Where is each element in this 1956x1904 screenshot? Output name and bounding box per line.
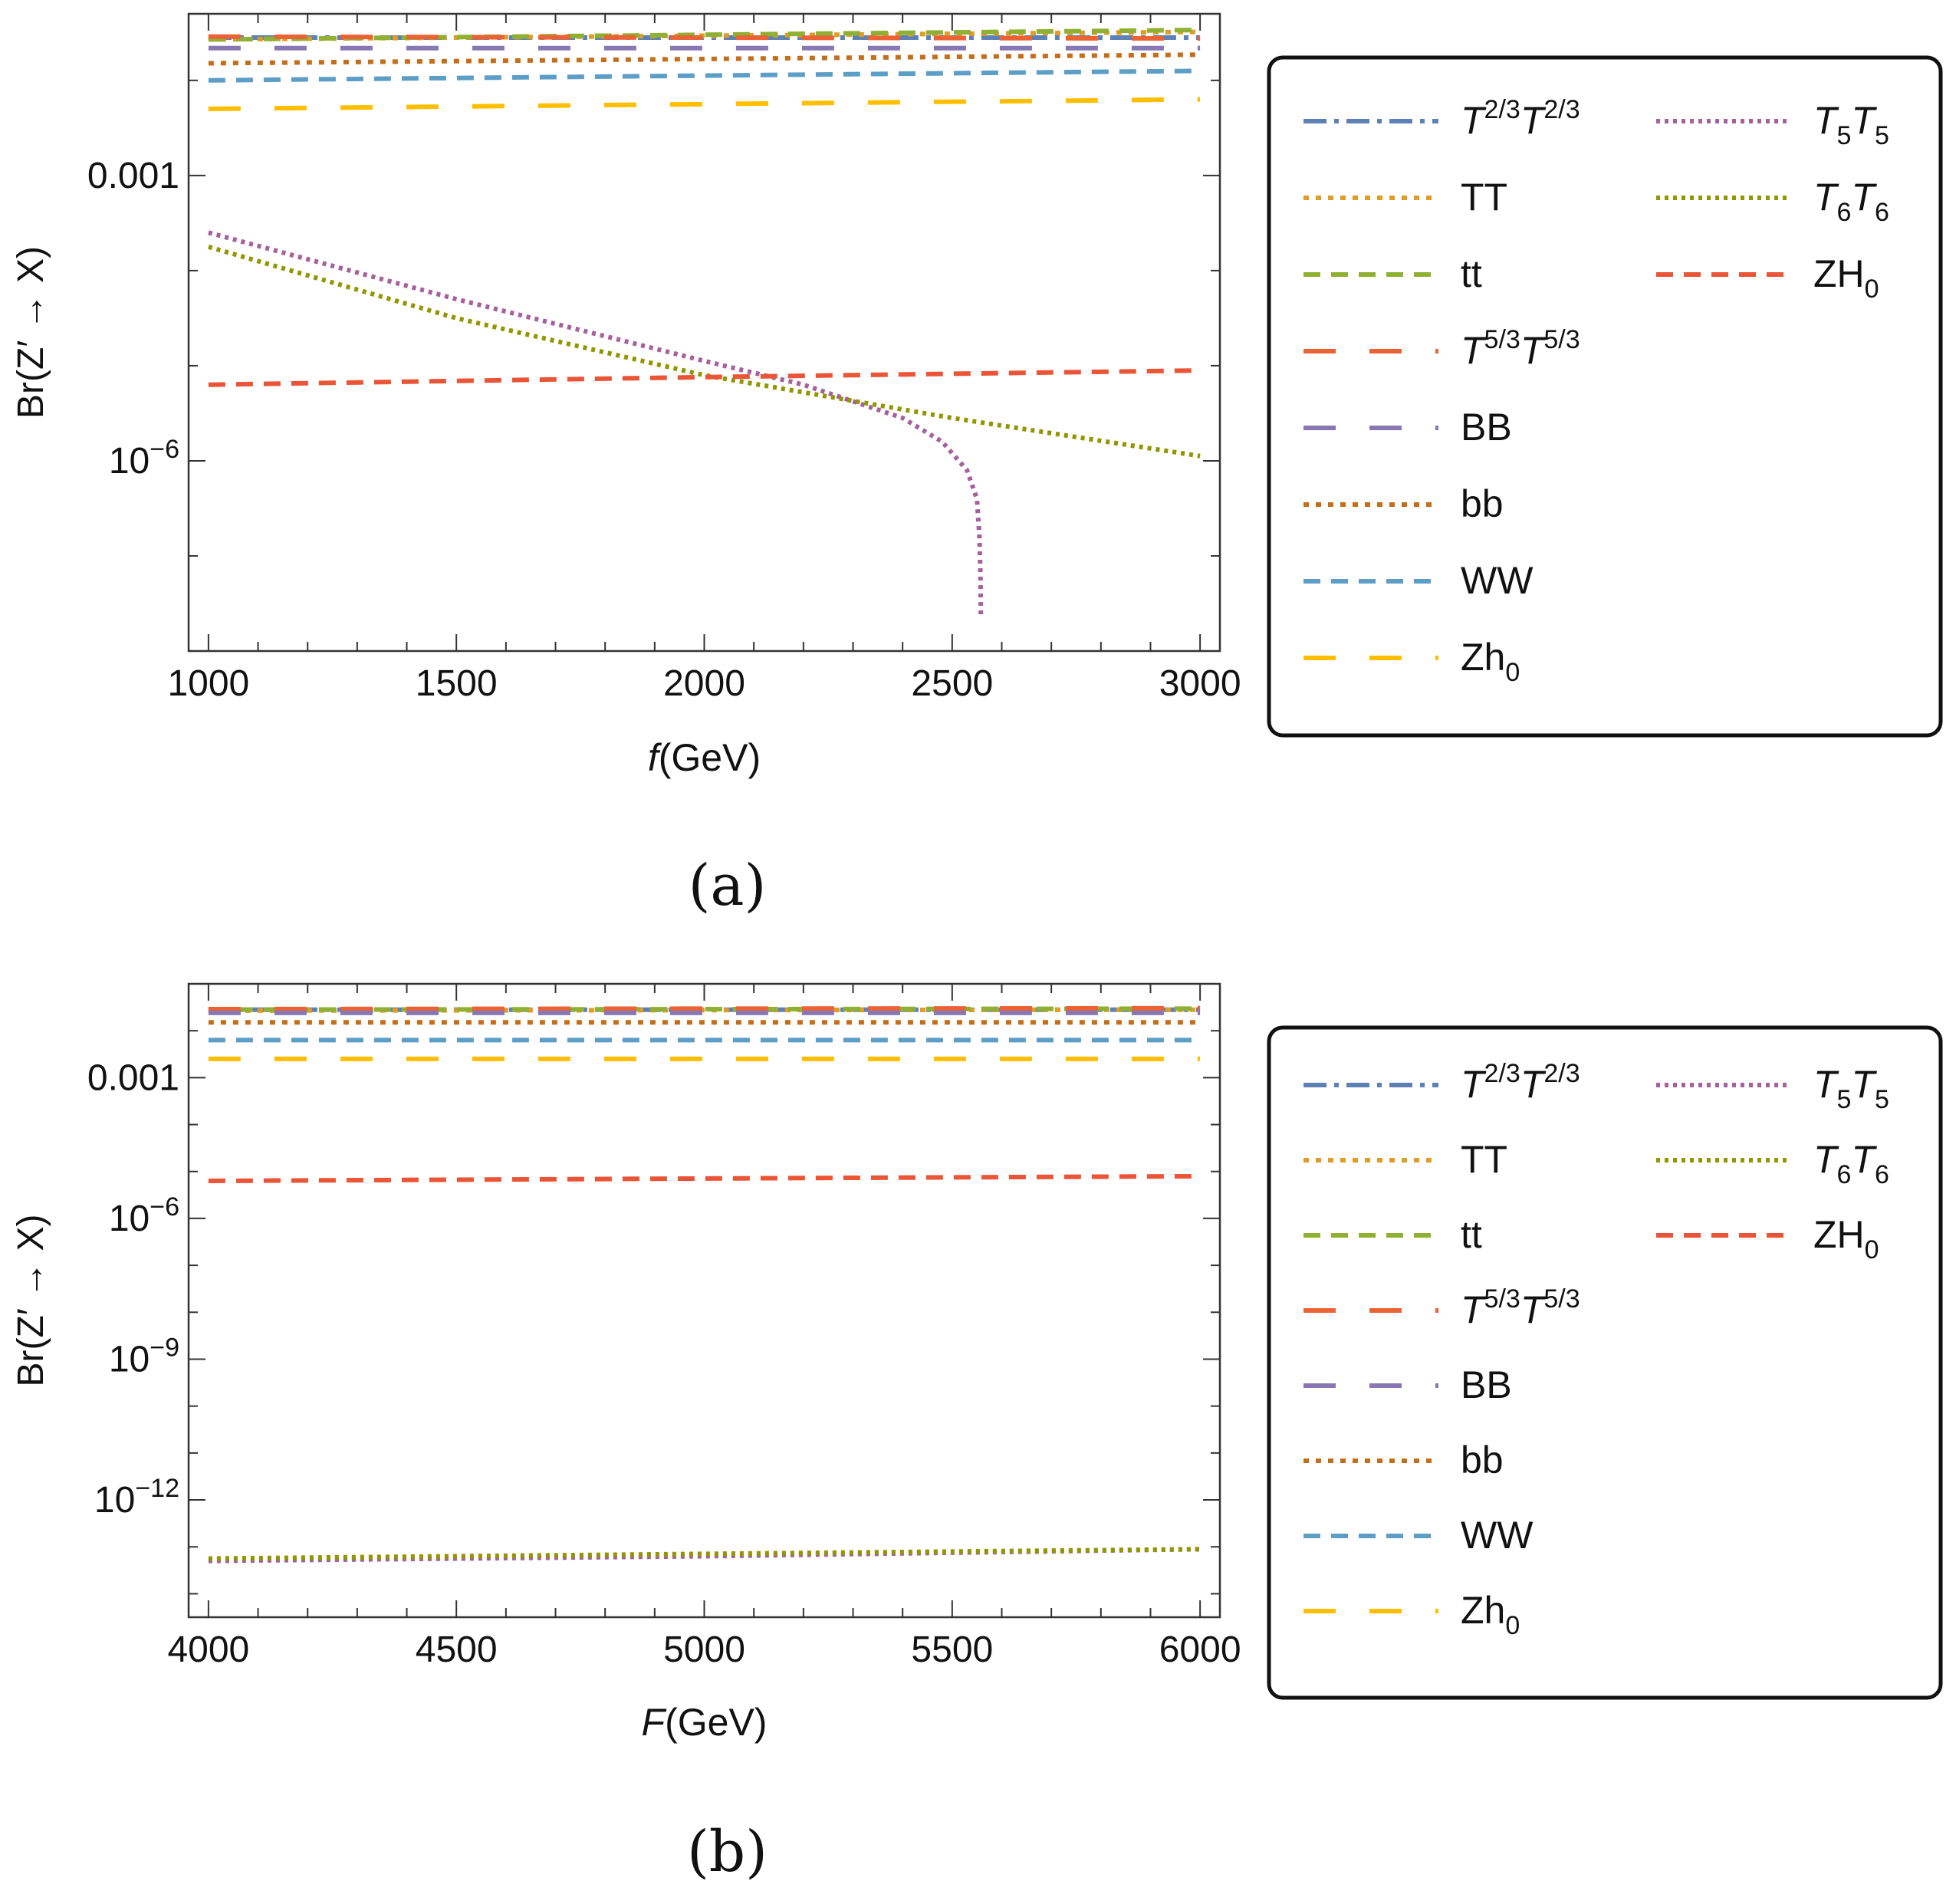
y-tick-label: 0.001 — [87, 1057, 179, 1098]
series-line-T5 — [208, 230, 984, 618]
y-tick-label: 10−9 — [109, 1333, 179, 1379]
legend-entry-WW: WW — [1303, 1514, 1534, 1557]
legend-label: TT — [1461, 1138, 1507, 1181]
legend-entry-T5: T5T5 — [1656, 1063, 1889, 1114]
legend-label: T6T6 — [1813, 176, 1889, 227]
x-axis-label: F(GeV) — [642, 1701, 768, 1744]
legend-entry-BB: BB — [1303, 1363, 1512, 1406]
x-tick-label: 5500 — [911, 1629, 993, 1670]
legend-label: ZH0 — [1813, 1213, 1879, 1264]
legend-entry-ZH0: ZH0 — [1656, 252, 1879, 304]
legend-label: T2/3T2/3 — [1461, 1059, 1580, 1106]
legend-entry-Zh0: Zh0 — [1303, 1589, 1520, 1640]
y-axis-label: Br(Z′ → X) — [11, 246, 51, 419]
series-line-T6 — [208, 1547, 1201, 1561]
legend-label: T2/3T2/3 — [1461, 95, 1580, 142]
series-line-T5 — [208, 1547, 1201, 1564]
legend-entry-TT: TT — [1303, 176, 1507, 219]
legend-label: ZH0 — [1813, 252, 1879, 304]
x-tick-label: 1000 — [167, 663, 249, 704]
legend-label: T5/3T5/3 — [1461, 1284, 1580, 1331]
x-tick-label: 4000 — [167, 1629, 249, 1670]
legend-label: Zh0 — [1461, 1589, 1520, 1640]
legend-entry-ZH0: ZH0 — [1656, 1213, 1879, 1264]
legend-label: T5T5 — [1813, 99, 1889, 150]
series-group — [208, 28, 1201, 618]
legend-label: T5T5 — [1813, 1063, 1889, 1114]
plot-frame — [187, 982, 1221, 1619]
legend-entry-tt: tt — [1303, 1213, 1482, 1256]
series-line-ZH0 — [208, 1173, 1201, 1183]
x-tick-label: 6000 — [1159, 1629, 1241, 1670]
legend-entry-T23: T2/3T2/3 — [1303, 95, 1580, 142]
x-tick-label: 4500 — [416, 1629, 498, 1670]
legend: T2/3T2/3 TT tt T5/3T5/3 BB bb WW Zh0 T5T5 T6T6 ZH0 — [1267, 55, 1943, 738]
series-line-Zh0 — [208, 97, 1201, 111]
legend-entry-T53: T5/3T5/3 — [1303, 1284, 1580, 1331]
series-group — [208, 1005, 1201, 1564]
y-axis-label: Br(Z′ → X) — [11, 1215, 51, 1387]
legend-entry-T6: T6T6 — [1656, 1138, 1889, 1189]
legend-label: WW — [1461, 559, 1534, 602]
legend-entry-Zh0: Zh0 — [1303, 636, 1520, 687]
x-tick-label: 5000 — [663, 1629, 745, 1670]
legend-entry-bb: bb — [1303, 1439, 1504, 1481]
legend-label: T6T6 — [1813, 1138, 1889, 1189]
x-tick-label: 3000 — [1159, 663, 1241, 704]
y-tick-label: 10−12 — [94, 1474, 179, 1521]
legend-label: bb — [1461, 482, 1504, 525]
legend-label: WW — [1461, 1514, 1534, 1557]
x-tick-label: 2500 — [911, 663, 993, 704]
panel-caption: (b) — [687, 1819, 768, 1885]
y-tick-label: 0.001 — [87, 156, 179, 196]
chart-panel-b: 4000 4500 5000 5500 6000 0.001 10−6 10−9 10−12 F(… — [11, 982, 1943, 1885]
legend-entry-T5: T5T5 — [1656, 99, 1889, 150]
legend-label: bb — [1461, 1439, 1504, 1481]
legend-entry-WW: WW — [1303, 559, 1534, 602]
legend-entry-bb: bb — [1303, 482, 1504, 525]
series-line-TT — [208, 1007, 1201, 1013]
legend-entry-TT: TT — [1303, 1138, 1507, 1181]
legend: T2/3T2/3 TT tt T5/3T5/3 BB bb WW Zh0 T5T5 T6T6 ZH0 — [1267, 1025, 1943, 1700]
series-line-bb — [208, 52, 1201, 66]
panel-caption: (a) — [689, 853, 767, 919]
series-line-ZH0 — [208, 368, 1201, 387]
x-tick-label: 1500 — [416, 663, 498, 704]
legend-label: BB — [1461, 406, 1512, 449]
legend-label: tt — [1461, 1213, 1482, 1256]
legend-entry-tt: tt — [1303, 252, 1482, 295]
series-line-TT — [208, 29, 1201, 42]
y-tick-label: 10−6 — [109, 1192, 179, 1239]
legend-entry-BB: BB — [1303, 406, 1512, 449]
x-tick-label: 2000 — [663, 663, 745, 704]
y-tick-label: 10−6 — [109, 435, 179, 482]
legend-entry-T53: T5/3T5/3 — [1303, 325, 1580, 372]
legend-label: TT — [1461, 176, 1507, 219]
series-line-WW — [208, 68, 1201, 83]
legend-label: T5/3T5/3 — [1461, 325, 1580, 372]
series-line-T6 — [208, 245, 1201, 459]
legend-label: tt — [1461, 252, 1482, 295]
legend-entry-T6: T6T6 — [1656, 176, 1889, 227]
chart-panel-a: 1000 1500 2000 2500 3000 0.001 10−6 f(GeV) Br(Z′… — [11, 12, 1943, 919]
legend-box — [1267, 1025, 1943, 1700]
legend-label: Zh0 — [1461, 636, 1520, 687]
legend-label: BB — [1461, 1363, 1512, 1406]
legend-box — [1267, 55, 1943, 738]
legend-entry-T23: T2/3T2/3 — [1303, 1059, 1580, 1106]
x-axis-label: f(GeV) — [648, 736, 761, 779]
